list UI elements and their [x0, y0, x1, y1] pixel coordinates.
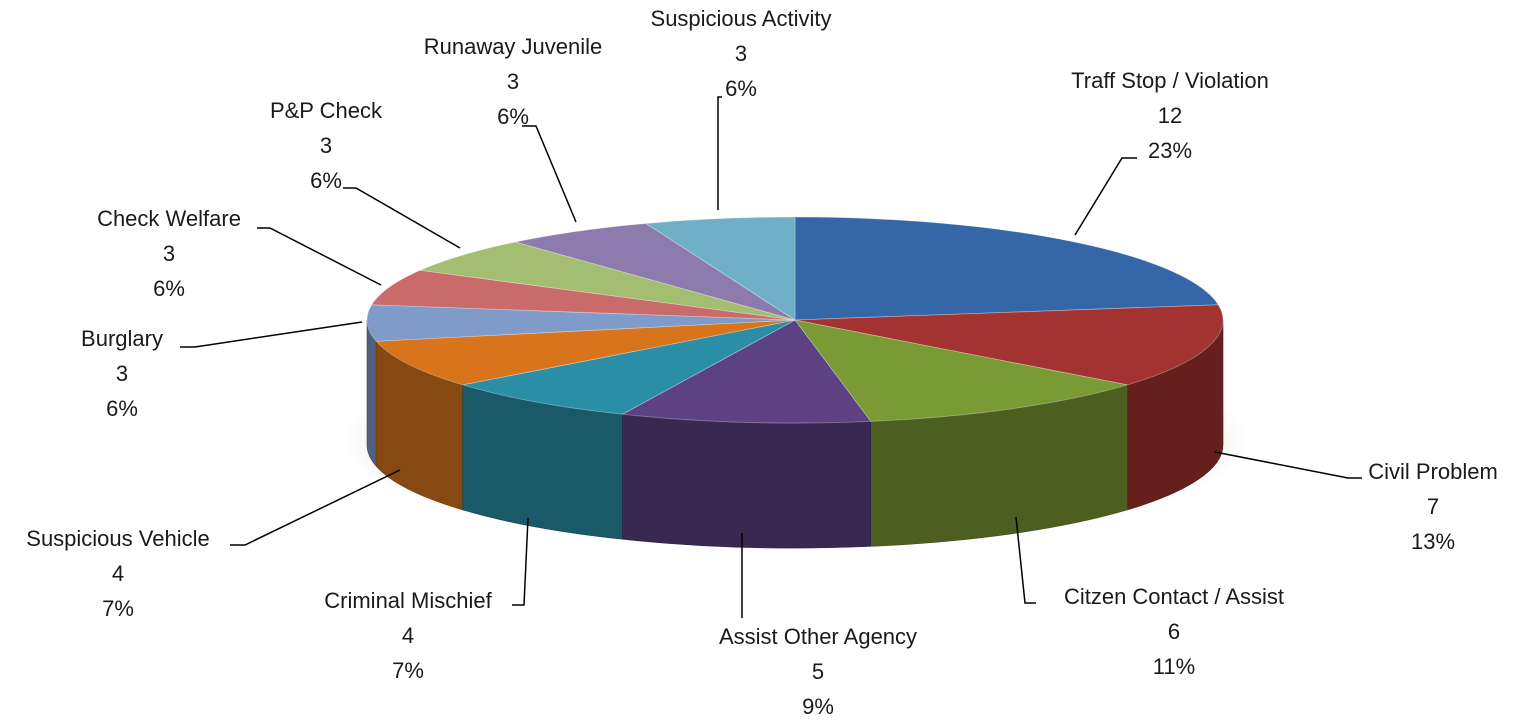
- slice-2: [794, 319, 1128, 422]
- slice-label-percent: 6%: [497, 104, 529, 129]
- slice-label-percent: 6%: [310, 168, 342, 193]
- slice-label-name: Civil Problem: [1368, 459, 1498, 484]
- slice-label-name: P&P Check: [270, 98, 383, 123]
- slice-4: [462, 319, 796, 415]
- slice-label-name: Traff Stop / Violation: [1071, 68, 1269, 93]
- slice-9: [515, 223, 796, 321]
- slice-label-name: Check Welfare: [97, 206, 241, 231]
- slice-label-7: Check Welfare 3 6%: [97, 206, 241, 301]
- pie-tops: [366, 216, 1224, 424]
- leader-line-10: [717, 96, 722, 210]
- slice-label-name: Citzen Contact / Assist: [1064, 584, 1284, 609]
- slice-label-percent: 11%: [1153, 654, 1195, 679]
- slice-label-3: Assist Other Agency 5 9%: [719, 624, 917, 719]
- slice-5: [375, 319, 796, 386]
- slice-label-value: 5: [812, 659, 824, 684]
- leader-lines: [180, 96, 1362, 618]
- leader-line-0: [1074, 157, 1137, 236]
- slice-side-3: [622, 413, 872, 549]
- slice-6: [366, 304, 796, 342]
- slice-1: [794, 304, 1224, 386]
- slice-8: [418, 241, 796, 321]
- slice-label-name: Assist Other Agency: [719, 624, 917, 649]
- slice-label-value: 4: [402, 623, 414, 648]
- slice-label-value: 12: [1158, 103, 1182, 128]
- slice-0: [794, 216, 1220, 321]
- slice-label-percent: 6%: [725, 76, 757, 101]
- slice-label-10: Suspicious Activity 3 6%: [651, 6, 832, 101]
- slice-label-9: Runaway Juvenile 3 6%: [424, 34, 603, 129]
- slice-label-percent: 9%: [802, 694, 834, 719]
- slice-label-value: 3: [735, 41, 747, 66]
- slice-label-name: Suspicious Activity: [651, 6, 832, 31]
- slice-10: [644, 216, 796, 321]
- slice-7: [370, 269, 796, 321]
- slice-label-value: 3: [163, 241, 175, 266]
- slice-label-percent: 6%: [106, 396, 138, 421]
- leader-line-1: [1214, 451, 1362, 479]
- leader-line-9: [522, 125, 577, 223]
- slice-label-5: Suspicious Vehicle 4 7%: [26, 526, 209, 621]
- slice-label-0: Traff Stop / Violation 12 23%: [1071, 68, 1269, 163]
- leader-line-2: [1015, 516, 1036, 604]
- slice-label-value: 3: [507, 69, 519, 94]
- slice-label-name: Runaway Juvenile: [424, 34, 603, 59]
- slice-label-value: 3: [320, 133, 332, 158]
- leader-line-8: [343, 187, 461, 249]
- slice-label-6: Burglary 3 6%: [81, 326, 163, 421]
- slice-label-percent: 6%: [153, 276, 185, 301]
- slice-label-value: 6: [1168, 619, 1180, 644]
- slice-label-1: Civil Problem 7 13%: [1368, 459, 1498, 554]
- slice-label-percent: 13%: [1411, 529, 1455, 554]
- leader-line-6: [180, 321, 363, 348]
- slice-label-name: Suspicious Vehicle: [26, 526, 209, 551]
- slice-label-percent: 7%: [392, 658, 424, 683]
- slice-label-value: 7: [1427, 494, 1439, 519]
- slice-label-percent: 7%: [102, 596, 134, 621]
- slice-labels: Traff Stop / Violation 12 23% Civil Problem…: [26, 6, 1498, 719]
- pie-sides: [366, 319, 1224, 549]
- slice-label-value: 3: [116, 361, 128, 386]
- slice-label-percent: 23%: [1148, 138, 1192, 163]
- leader-line-7: [257, 227, 382, 286]
- slice-label-value: 4: [112, 561, 124, 586]
- leader-line-4: [512, 517, 529, 606]
- slice-label-2: Citzen Contact / Assist 6 11%: [1064, 584, 1284, 679]
- slice-side-6: [366, 319, 377, 468]
- slice-label-4: Criminal Mischief 4 7%: [324, 588, 492, 683]
- slice-3: [621, 319, 872, 424]
- slice-label-name: Burglary: [81, 326, 163, 351]
- slice-label-name: Criminal Mischief: [324, 588, 492, 613]
- leader-line-5: [230, 469, 401, 546]
- slice-label-8: P&P Check 3 6%: [270, 98, 383, 193]
